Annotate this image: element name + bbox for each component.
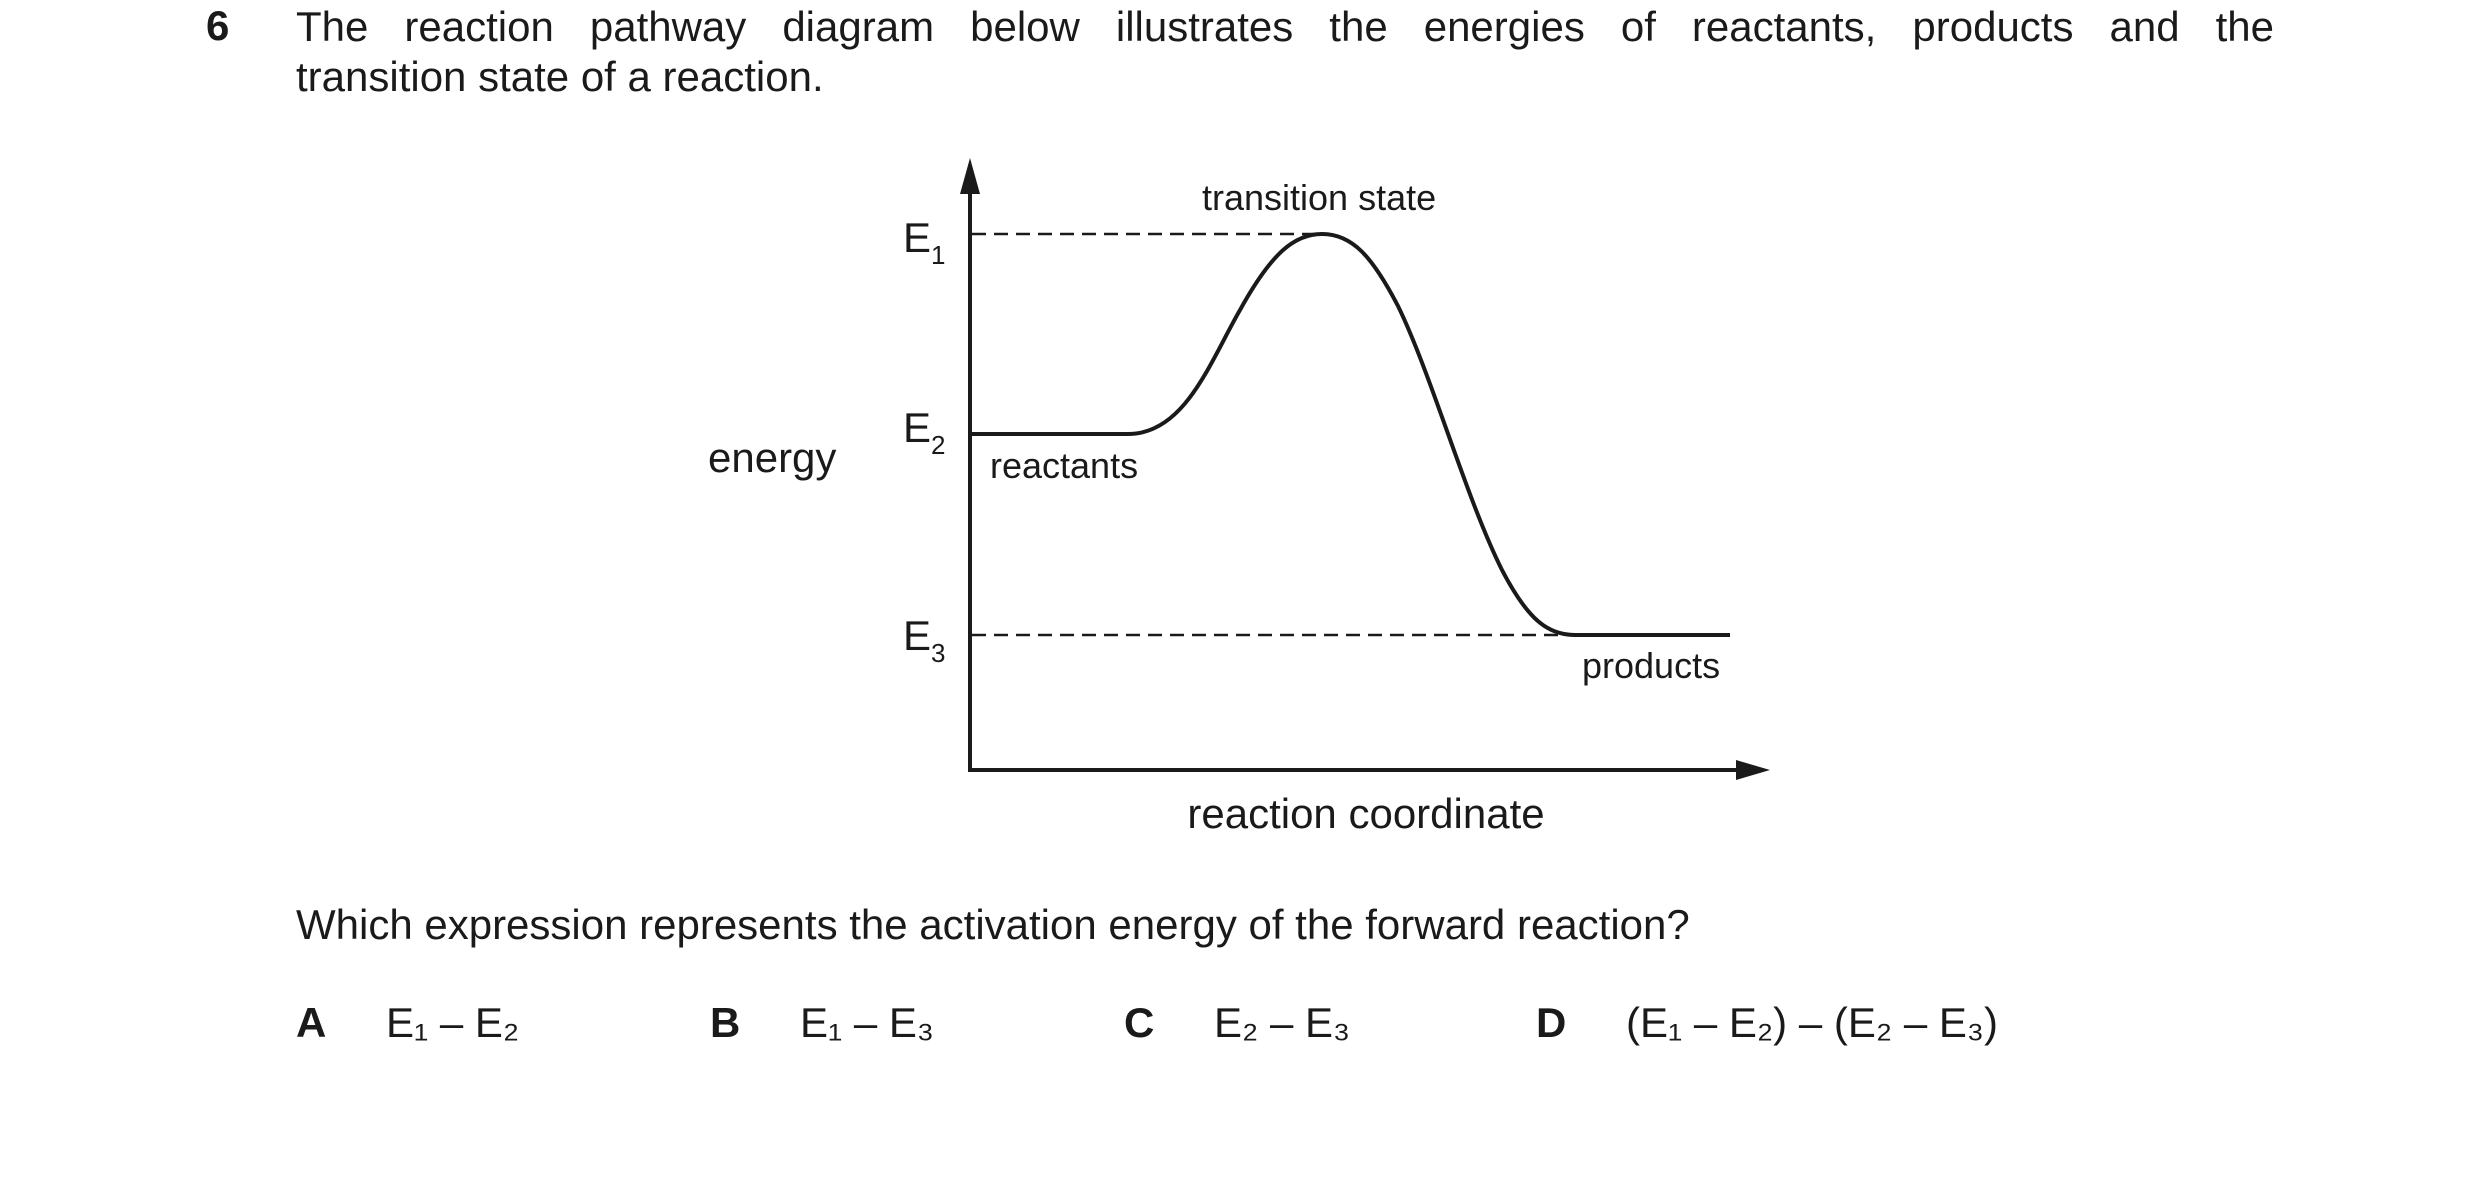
question-number: 6 <box>206 2 230 49</box>
option-d-expression: (E₁ – E₂) – (E₂ – E₃) <box>1626 999 1998 1046</box>
x-axis-arrowhead <box>1736 760 1770 780</box>
level-label-e2: E2 <box>903 404 945 460</box>
question-prompt: Which expression represents the activati… <box>296 901 1690 948</box>
y-axis-label: energy <box>708 434 836 481</box>
option-d[interactable]: D (E₁ – E₂) – (E₂ – E₃) <box>1536 998 1998 1048</box>
level-e3-symbol: E <box>903 612 931 659</box>
energy-profile-curve <box>970 231 1730 637</box>
question-stem-line-1: The reaction pathway diagram below illus… <box>296 3 2274 50</box>
reactants-label: reactants <box>990 445 1138 486</box>
option-d-letter: D <box>1536 999 1567 1046</box>
level-e2-symbol: E <box>903 404 931 451</box>
transition-state-label: transition state <box>1202 177 1436 218</box>
level-label-e3: E3 <box>903 612 945 668</box>
option-b-expression: E₁ – E₃ <box>800 999 934 1046</box>
y-axis-arrowhead <box>960 158 980 194</box>
option-c-letter: C <box>1124 999 1155 1046</box>
question-stem: The reaction pathway diagram below illus… <box>296 2 2274 102</box>
option-a-expression: E₁ – E₂ <box>386 999 520 1046</box>
option-b[interactable]: B E₁ – E₃ <box>710 998 934 1048</box>
products-label: products <box>1582 645 1720 686</box>
option-a[interactable]: A E₁ – E₂ <box>296 998 519 1048</box>
level-e3-subscript: 3 <box>931 638 945 668</box>
option-c-expression: E₂ – E₃ <box>1214 999 1351 1046</box>
x-axis-label: reaction coordinate <box>1187 790 1544 837</box>
option-a-letter: A <box>296 999 327 1046</box>
option-c[interactable]: C E₂ – E₃ <box>1124 998 1350 1048</box>
option-b-letter: B <box>710 999 741 1046</box>
level-e1-subscript: 1 <box>931 240 945 270</box>
level-e2-subscript: 2 <box>931 430 945 460</box>
level-e1-symbol: E <box>903 214 931 261</box>
level-label-e1: E1 <box>903 214 945 270</box>
question-stem-line-2: transition state of a reaction. <box>296 53 824 100</box>
